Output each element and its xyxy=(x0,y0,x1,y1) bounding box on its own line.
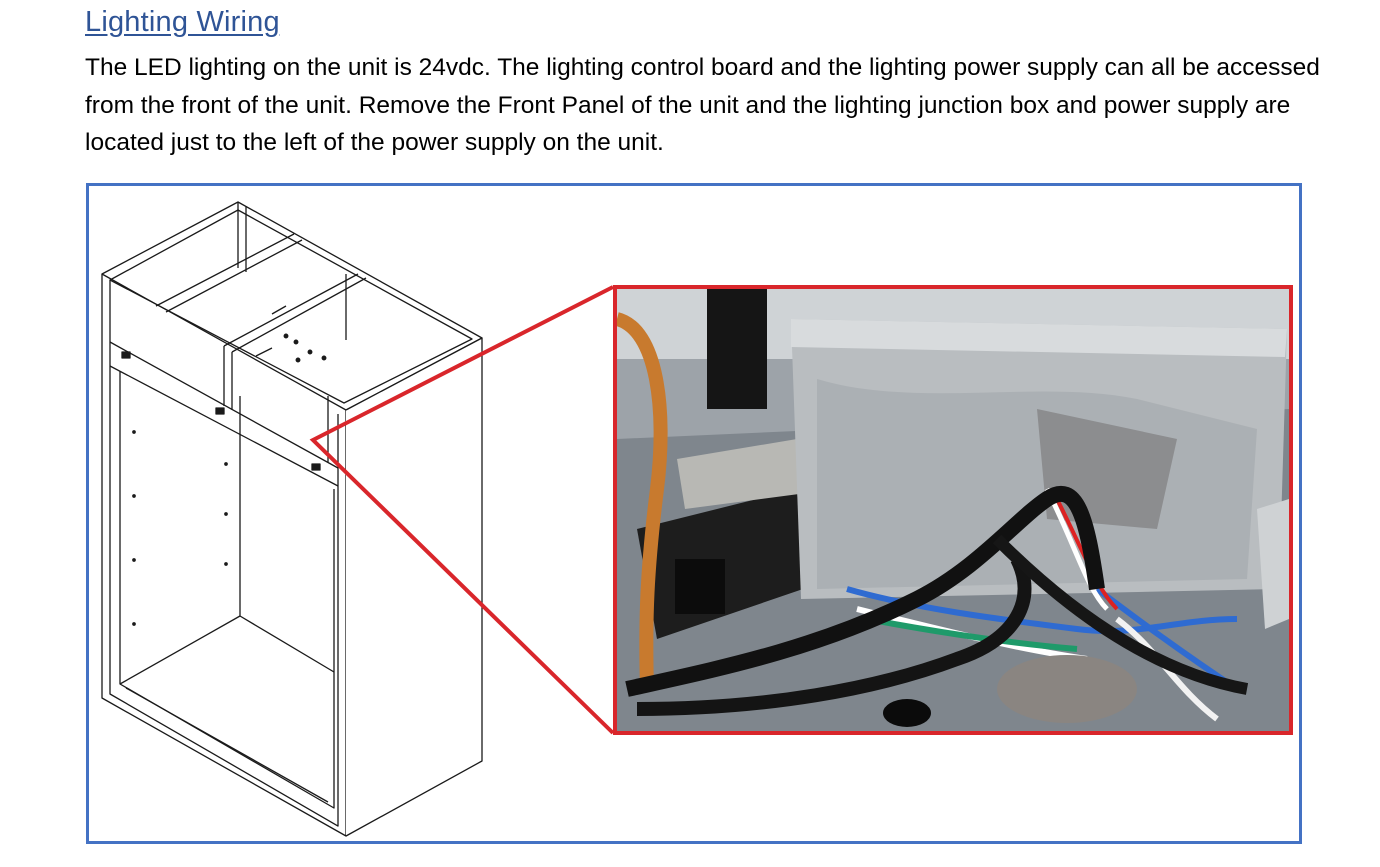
section-body-text: The LED lighting on the unit is 24vdc. T… xyxy=(85,54,1320,156)
lighting-junction-box-photo xyxy=(613,285,1293,735)
section-title: Lighting Wiring xyxy=(85,6,280,38)
figure-frame xyxy=(86,183,1302,844)
cabinet-line-drawing xyxy=(101,201,483,837)
